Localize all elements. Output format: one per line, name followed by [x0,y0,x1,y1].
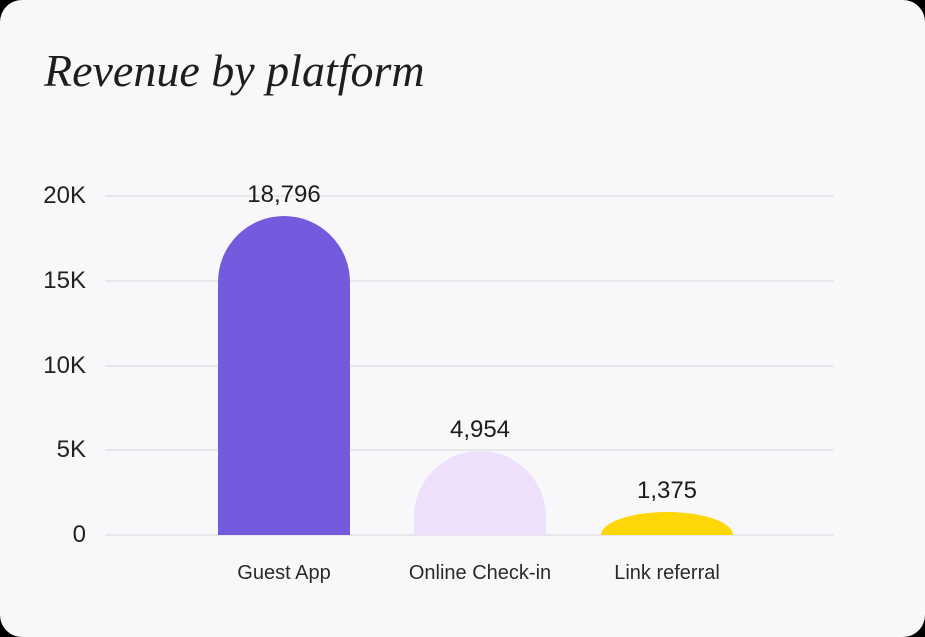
gridline-0 [105,534,834,536]
gridline-5k [105,449,834,451]
value-label-link-referral: 1,375 [636,477,698,504]
gridline-10k [105,365,834,367]
value-label-guest-app: 18,796 [247,181,321,208]
bar-online-check-in [414,451,546,535]
chart-title: Revenue by platform [44,45,425,96]
category-label-link-referral: Link referral [614,562,720,584]
y-axis-tick-label: 15K [43,267,86,294]
category-label-guest-app: Guest App [237,562,331,584]
y-axis-tick-label: 10K [43,352,86,379]
gridline-20k [105,195,834,197]
y-axis-tick-label: 0 [72,521,86,548]
y-axis-tick-label: 5K [56,436,86,463]
gridline-15k [105,280,834,282]
y-axis-tick-label: 20K [43,182,86,209]
category-label-online-check-in: Online Check-in [408,562,552,584]
bar-link-referral [601,512,733,535]
bar-guest-app [218,216,350,535]
value-label-online-check-in: 4,954 [449,416,511,443]
